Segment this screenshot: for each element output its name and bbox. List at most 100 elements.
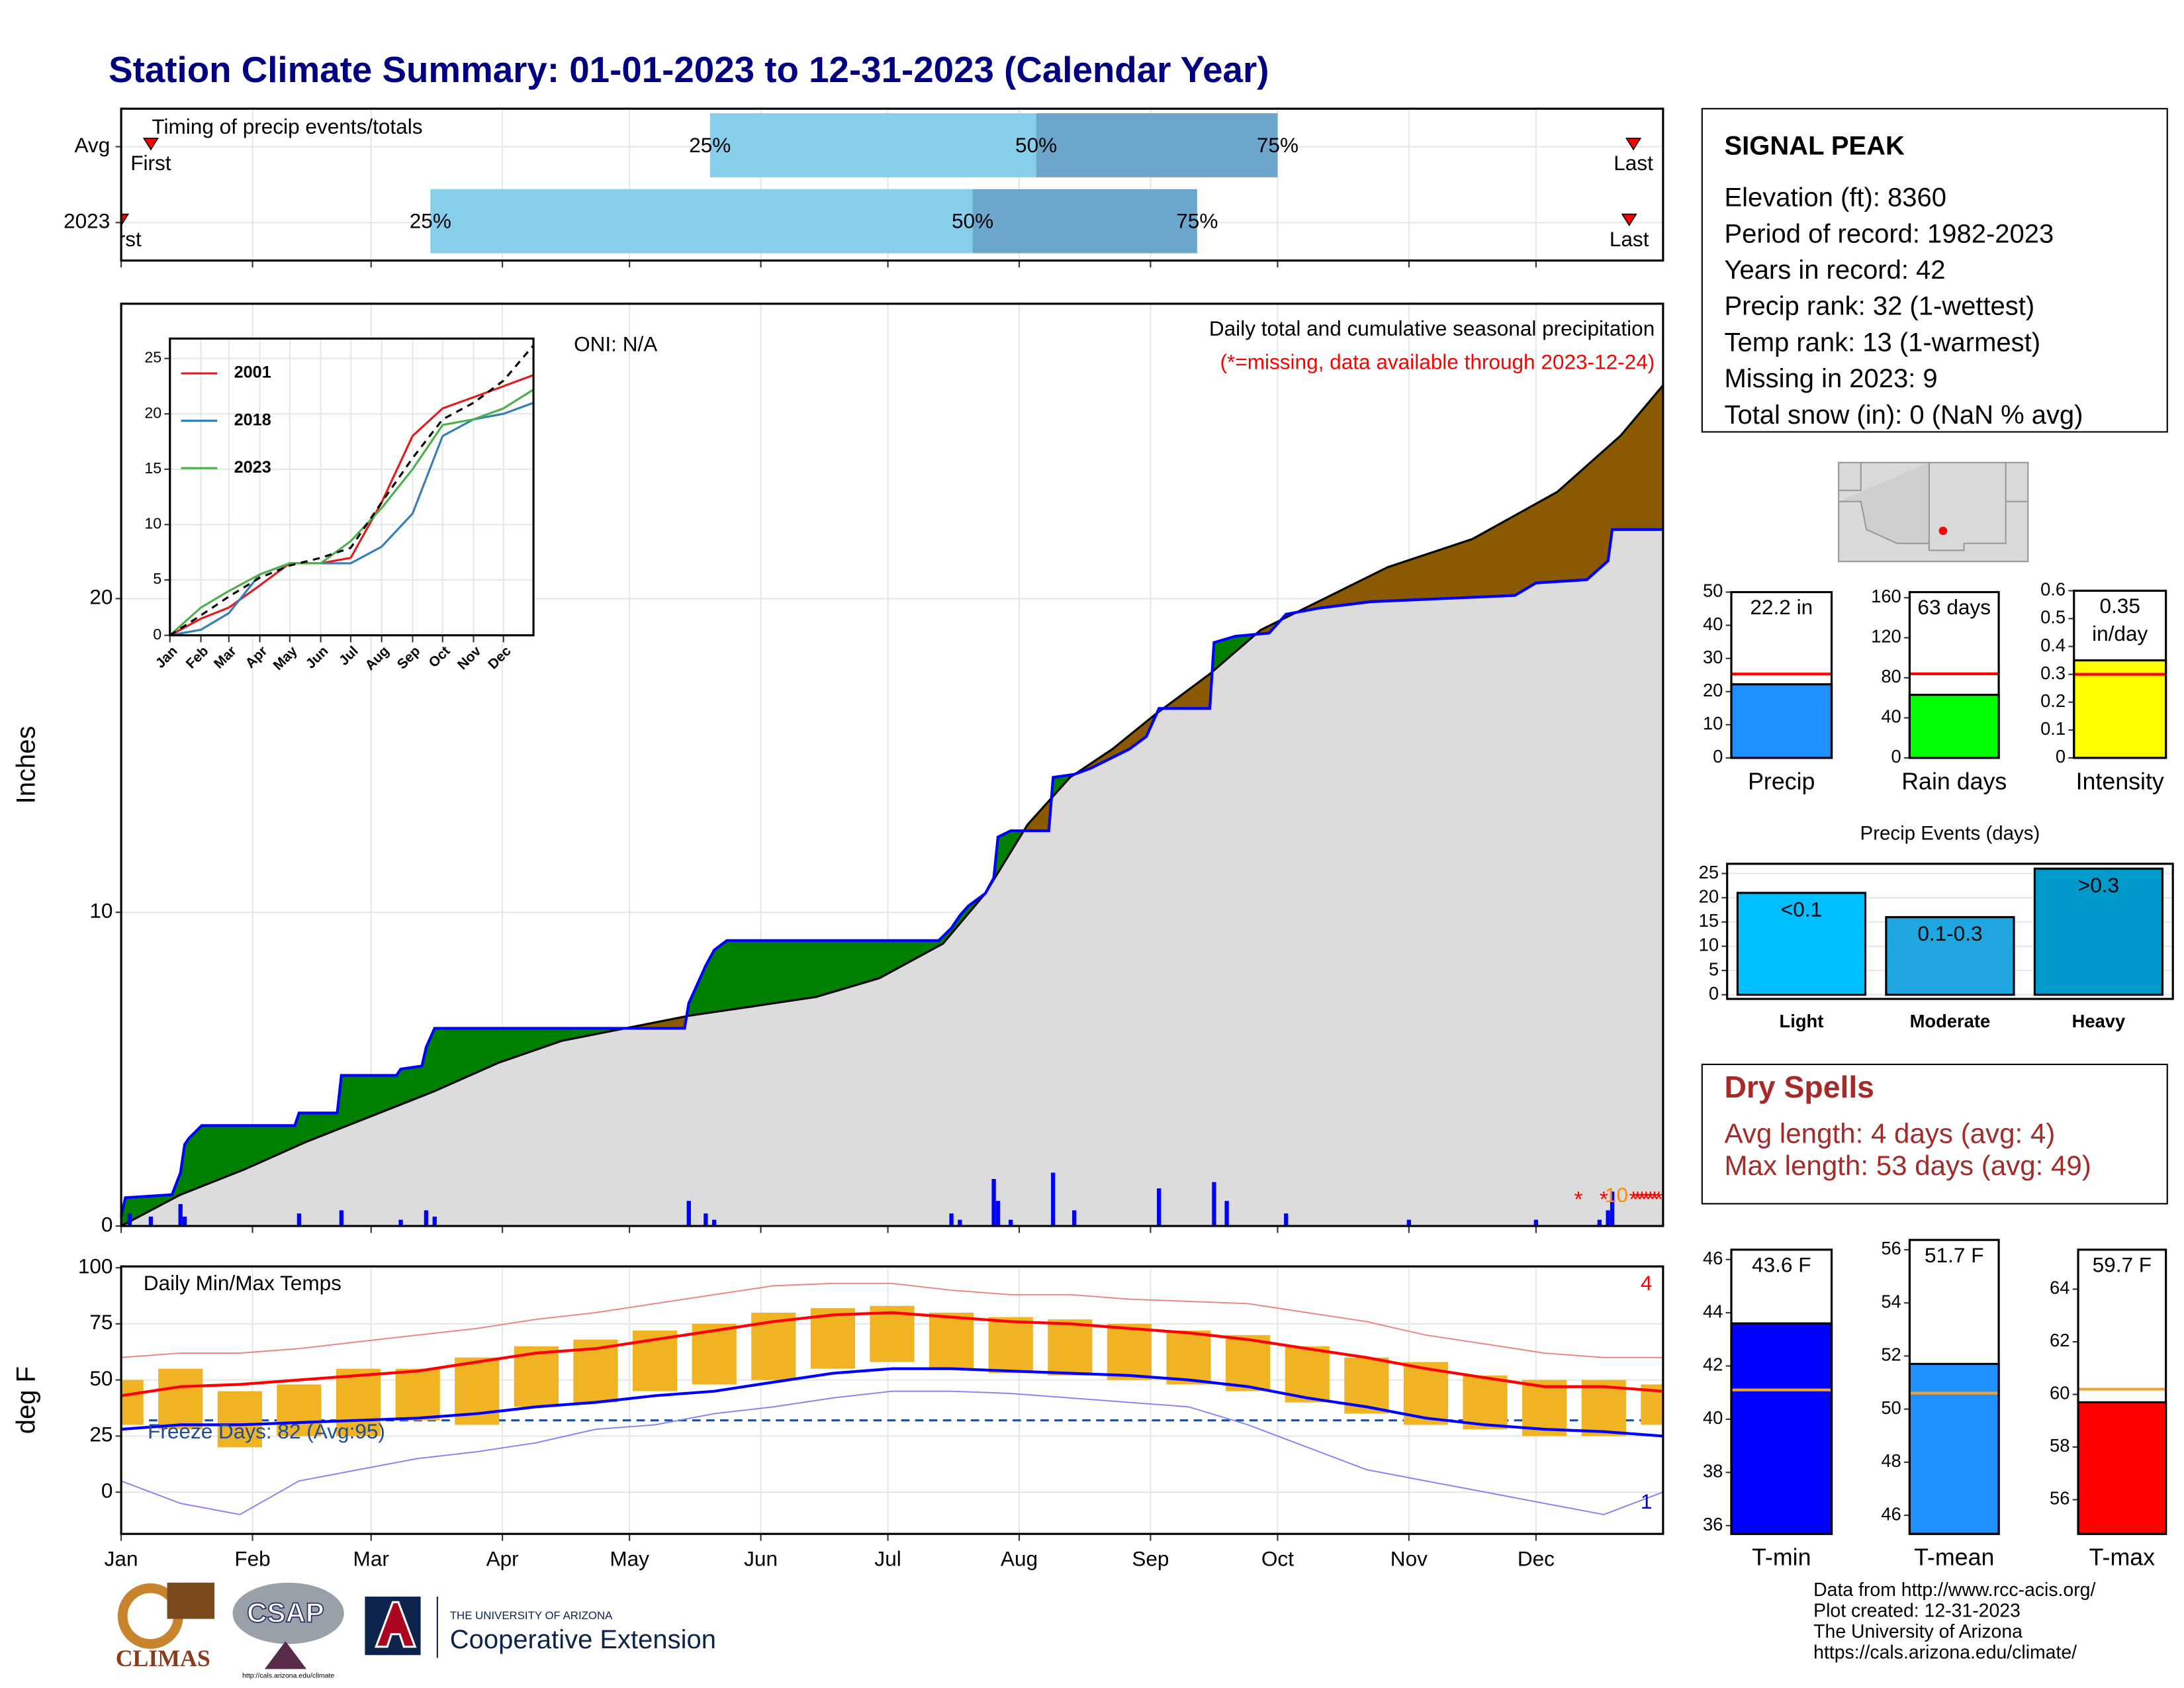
dry-spells-line: Max length: 53 days (avg: 49): [1724, 1150, 2091, 1181]
daily-range: [336, 1368, 381, 1436]
station-line: Missing in 2023: 9: [1724, 364, 1937, 393]
y-tick-label: 0: [1713, 746, 1723, 767]
y-tick-label: 40: [1703, 614, 1723, 634]
y-tick-label: 0: [2056, 746, 2066, 767]
x-tick-label: Intensity: [2076, 768, 2164, 794]
missing-marker: *: [1629, 1188, 1638, 1212]
y-tick-label: 50: [1703, 581, 1723, 601]
daily-bar: [1284, 1213, 1289, 1227]
daily-bar: [1610, 1191, 1615, 1227]
ua-logo-a: [374, 1601, 417, 1648]
x-tick-label: May: [610, 1547, 649, 1571]
panel-frame: [1730, 1248, 1833, 1535]
daily-bar: [1597, 1219, 1602, 1227]
y-tick-label: 42: [1703, 1354, 1723, 1375]
y-tick-label: 64: [2050, 1278, 2070, 1298]
daily-range: [158, 1368, 203, 1430]
row-label: 2023: [64, 209, 110, 233]
panel-frame: [1908, 590, 2000, 759]
daily-bar: [1072, 1210, 1077, 1227]
event-marker: [1625, 138, 1642, 151]
climas-icon: [167, 1582, 215, 1619]
daily-bar: [1406, 1219, 1412, 1227]
quantile-label: 75%: [1257, 133, 1298, 157]
daily-bar: [296, 1213, 302, 1227]
station-name: SIGNAL PEAK: [1724, 132, 1905, 161]
csap-mountain: [264, 1641, 307, 1669]
missing-marker: *: [1651, 1188, 1659, 1212]
temperature-marks: [121, 1282, 1663, 1515]
x-tick-label: Rain days: [1901, 768, 2007, 794]
y-tick-label: 56: [1881, 1238, 1901, 1258]
value-label: 59.7 F: [2092, 1254, 2152, 1278]
legend-label: 2023: [234, 458, 271, 477]
y-tick-label: 120: [1871, 626, 1901, 647]
y-tick-label: 25: [1699, 862, 1719, 882]
panel-bg: [169, 338, 534, 635]
daily-range: [217, 1391, 262, 1448]
y-tick-label: 40: [1703, 1407, 1723, 1428]
bar: [1730, 1322, 1833, 1535]
panel-frame: [169, 337, 535, 637]
footer-line: The University of Arizona: [1813, 1621, 2023, 1642]
timeline-rows: 25% 50% 75% First Last 25% 50% 75% First Last: [121, 113, 1663, 254]
y-tick-label: 48: [1881, 1450, 1901, 1471]
ua-extension: Cooperative Extension: [450, 1625, 716, 1654]
daily-range: [395, 1368, 440, 1421]
value-label: 22.2 in: [1750, 596, 1813, 620]
daily-range: [277, 1384, 322, 1436]
daily-range: [121, 1380, 144, 1425]
missing-marker: *: [1633, 1188, 1642, 1212]
legend-label: 2001: [234, 363, 271, 382]
value-label: 63 days: [1917, 596, 1991, 620]
daily-bar: [1009, 1219, 1013, 1227]
panel-frame: [120, 303, 1664, 1227]
y-tick-label: 0.3: [2040, 663, 2066, 683]
daily-range: [988, 1317, 1033, 1374]
daily-range: [1463, 1375, 1508, 1430]
y-tick-label: 0: [1891, 746, 1901, 767]
daily-range: [1166, 1331, 1211, 1385]
daily-bar: [432, 1216, 437, 1227]
daily-range: [929, 1312, 974, 1369]
quantile-bar: [1036, 113, 1278, 177]
series-line: [169, 374, 534, 637]
y-tick-label: 50: [89, 1366, 113, 1390]
y-tick-label: 75: [89, 1310, 113, 1334]
event-marker: [1621, 213, 1637, 227]
daily-bar: [991, 1178, 996, 1227]
average-line: [121, 1367, 1663, 1438]
y-tick-label: 0.4: [2040, 635, 2066, 655]
station-line: Years in record: 42: [1724, 256, 1945, 285]
station-box: [1701, 108, 2168, 433]
y-tick-label: 60: [2050, 1383, 2070, 1403]
panel-frame: [2073, 589, 2167, 759]
y-tick-label: 36: [1703, 1514, 1723, 1534]
x-tick-label: Moderate: [1910, 1011, 1991, 1031]
quantile-bar: [430, 189, 973, 254]
value-label-text: 59.7 F: [2092, 1254, 2152, 1278]
x-tick-label: Precip: [1748, 768, 1815, 794]
value-label-text: 51.7 F: [1924, 1244, 1984, 1268]
bin-label: >0.3: [2078, 873, 2119, 897]
x-tick-label: Oct: [1261, 1547, 1294, 1571]
record-count: 1: [1641, 1489, 1653, 1513]
y-tick-label: 46: [1881, 1503, 1901, 1524]
value-label: 43.6 F: [1752, 1254, 1811, 1278]
daily-bar: [1157, 1188, 1161, 1227]
y-tick-label: 0: [1709, 983, 1719, 1004]
daily-bar: [712, 1219, 717, 1227]
panel-frame: [1726, 863, 2174, 1000]
missing-marker: *: [1637, 1188, 1646, 1212]
daily-bar: [995, 1201, 1001, 1227]
daily-range: [1285, 1346, 1330, 1403]
freeze-annotation: Freeze Days: 82 (Avg:95): [148, 1419, 385, 1443]
missing-marker: *: [1642, 1188, 1651, 1212]
daily-bar: [148, 1216, 154, 1227]
series-line: [169, 344, 535, 637]
y-tick-label: 25: [89, 1423, 113, 1446]
y-tick-label: 40: [1881, 706, 1901, 727]
y-tick-label: 20: [144, 404, 161, 421]
series-line: [169, 389, 534, 636]
